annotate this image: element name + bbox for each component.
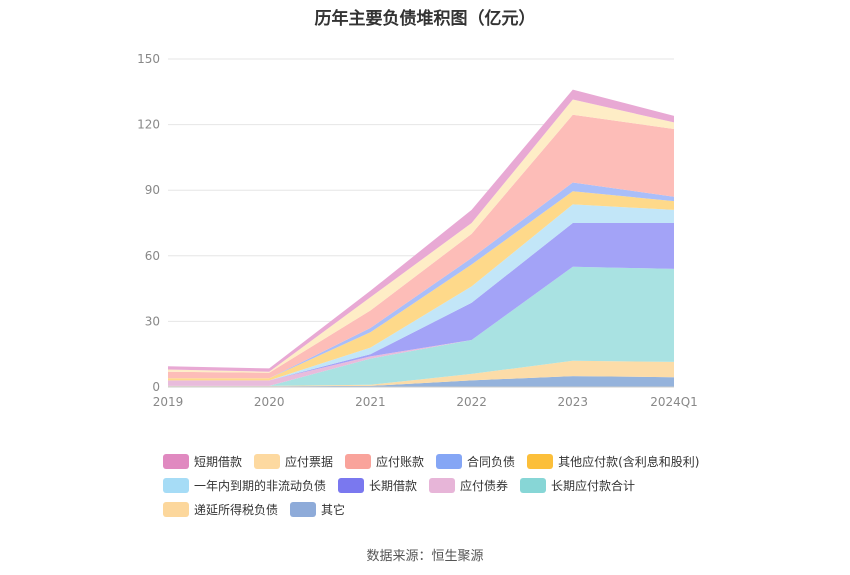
legend-row-3: 递延所得税负债 其它 [163, 497, 763, 521]
legend-label: 长期应付款合计 [551, 478, 636, 493]
x-tick-label: 2020 [254, 395, 285, 409]
area-series-4 [168, 223, 674, 381]
legend-label: 短期借款 [194, 454, 243, 469]
area-series-2 [168, 266, 674, 386]
data-source: 数据来源：恒生聚源 [366, 549, 484, 564]
x-tick-label: 2023 [558, 395, 589, 409]
x-tick-label: 2022 [456, 395, 487, 409]
legend-label: 递延所得税负债 [194, 502, 279, 517]
legend-label: 其他应付款(含利息和股利) [558, 454, 700, 469]
legend-swatch [338, 477, 365, 493]
legend-swatch [436, 453, 463, 469]
x-tick-label: 2019 [153, 395, 184, 409]
legend-label: 合同负债 [467, 454, 516, 469]
area-series-5 [168, 204, 674, 381]
legend-swatch [254, 453, 281, 469]
chart-title: 历年主要负债堆积图（亿元） [314, 9, 536, 29]
chart-legend: 短期借款 应付票据 应付账款 合同负债 其他应付款(含利息和股利) 一年内到期的… [163, 449, 763, 521]
x-tick-label: 2021 [355, 395, 386, 409]
legend-item-current-portion-noncurrent[interactable]: 一年内到期的非流动负债 [163, 477, 326, 494]
legend-swatch [163, 501, 189, 517]
legend-row-2: 一年内到期的非流动负债 长期借款 应付债券 长期应付款合计 [163, 473, 763, 497]
legend-item-other[interactable]: 其它 [290, 501, 345, 518]
legend-label: 应付债券 [460, 478, 509, 493]
y-tick-label: 150 [137, 52, 160, 66]
x-tick-label: 2024Q1 [650, 395, 698, 409]
legend-row-1: 短期借款 应付票据 应付账款 合同负债 其他应付款(含利息和股利) [163, 449, 763, 473]
legend-item-long-term-payables[interactable]: 长期应付款合计 [520, 477, 635, 494]
legend-swatch [429, 477, 456, 493]
y-tick-label: 0 [152, 380, 160, 394]
legend-item-short-term-loans[interactable]: 短期借款 [163, 453, 242, 470]
legend-item-other-payables[interactable]: 其他应付款(含利息和股利) [527, 453, 699, 470]
legend-label: 其它 [321, 502, 346, 517]
legend-swatch [290, 501, 317, 517]
legend-swatch [345, 453, 372, 469]
legend-swatch [163, 477, 189, 493]
legend-label: 应付账款 [376, 454, 425, 469]
legend-swatch [527, 453, 554, 469]
legend-label: 长期借款 [369, 478, 418, 493]
y-tick-label: 30 [145, 314, 160, 328]
legend-label: 一年内到期的非流动负债 [194, 478, 327, 493]
legend-swatch [520, 477, 547, 493]
area-series-8 [168, 114, 674, 379]
legend-label: 应付票据 [285, 454, 334, 469]
legend-swatch [163, 453, 189, 469]
legend-item-long-term-loans[interactable]: 长期借款 [338, 477, 417, 494]
y-tick-label: 90 [145, 183, 160, 197]
legend-item-contract-liabilities[interactable]: 合同负债 [436, 453, 515, 470]
area-series-0 [168, 376, 674, 387]
y-tick-label: 60 [145, 249, 160, 263]
y-tick-label: 120 [137, 118, 160, 132]
legend-item-notes-payable[interactable]: 应付票据 [254, 453, 333, 470]
area-series-1 [168, 360, 674, 387]
legend-item-deferred-tax[interactable]: 递延所得税负债 [163, 501, 278, 518]
legend-item-accounts-payable[interactable]: 应付账款 [345, 453, 424, 470]
legend-item-bonds-payable[interactable]: 应付债券 [429, 477, 508, 494]
stacked-area-chart: 0 30 60 90 120 150 2019 2020 2021 2022 2023 2024Q1 [137, 52, 698, 409]
